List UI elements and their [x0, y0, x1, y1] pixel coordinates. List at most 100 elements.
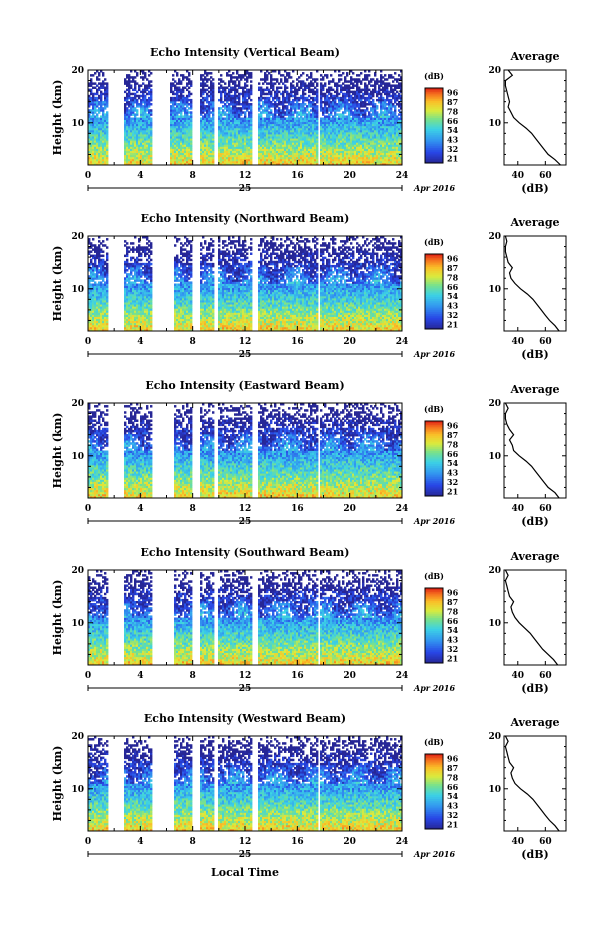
heatmap-cell [184, 119, 187, 123]
heatmap-cell [128, 119, 131, 123]
heatmap-cell [130, 80, 133, 83]
heatmap-cell [144, 136, 147, 139]
heatmap-cell [186, 84, 189, 87]
heatmap-cell [146, 140, 149, 143]
heatmap-cell [178, 138, 181, 141]
heatmap-cell [132, 100, 135, 104]
heatmap-cell [100, 100, 103, 104]
heatmap-cell [98, 148, 101, 151]
heatmap-cell [96, 156, 99, 160]
heatmap-cell [232, 72, 235, 75]
heatmap-cell [130, 109, 133, 112]
heatmap-cell [172, 152, 175, 156]
heatmap-cell [98, 72, 101, 75]
heatmap-cell [128, 78, 131, 81]
heatmap-cell [88, 113, 91, 116]
heatmap-cell [174, 103, 177, 106]
heatmap-cell [104, 142, 107, 145]
heatmap-cell [142, 127, 145, 131]
heatmap-cell [170, 138, 173, 141]
heatmap-cell [132, 154, 135, 158]
heatmap-cell [130, 105, 133, 108]
heatmap-cell [136, 121, 139, 125]
heatmap-cell [124, 127, 127, 131]
heatmap-cell [148, 146, 151, 149]
heatmap-cell [140, 152, 143, 156]
heatmap-cell [176, 127, 179, 131]
heatmap-cell [144, 144, 147, 147]
heatmap-cell [88, 119, 91, 123]
heatmap-cell [184, 111, 187, 114]
heatmap-cell [170, 119, 173, 123]
heatmap-cell [132, 103, 135, 106]
heatmap-cell [170, 113, 173, 116]
heatmap-cell [100, 119, 103, 123]
heatmap-cell [144, 160, 147, 164]
heatmap-cell [150, 154, 153, 158]
heatmap-cell [140, 117, 143, 120]
heatmap-cell [132, 152, 135, 156]
heatmap-cell [178, 90, 181, 94]
heatmap-cell [148, 98, 151, 102]
heatmap-cell [132, 113, 135, 116]
heatmap-cell [140, 111, 143, 114]
heatmap-cell [182, 144, 185, 147]
heatmap-cell [148, 105, 151, 108]
heatmap-cell [138, 117, 141, 120]
heatmap-cell [94, 117, 97, 120]
heatmap-cell [124, 121, 127, 125]
heatmap-cell [394, 72, 397, 75]
heatmap-cell [184, 138, 187, 141]
y-axis-label: Height (km) [51, 80, 64, 156]
heatmap-cell [174, 131, 177, 135]
heatmap-cell [180, 119, 183, 123]
heatmap-cell [88, 94, 91, 98]
heatmap-cell [184, 142, 187, 145]
heatmap-cell [148, 115, 151, 118]
heatmap-cell [182, 88, 185, 92]
heatmap-cell [148, 152, 151, 156]
heatmap-cell [144, 152, 147, 156]
heatmap-cell [96, 103, 99, 106]
heatmap-cell [174, 113, 177, 116]
heatmap-cell [104, 154, 107, 158]
heatmap-cell [126, 123, 129, 127]
heatmap-cell [126, 76, 129, 79]
heatmap-cell [94, 105, 97, 108]
heatmap-cell [146, 162, 149, 166]
heatmap-cell [96, 113, 99, 116]
heatmap-cell [136, 150, 139, 154]
heatmap-cell [276, 78, 279, 81]
heatmap-cell [140, 84, 143, 87]
heatmap-cell [96, 121, 99, 125]
heatmap-cell [104, 94, 107, 98]
heatmap-cell [134, 152, 137, 156]
heatmap-cell [126, 142, 129, 145]
heatmap-cell [100, 96, 103, 100]
heatmap-cell [132, 78, 135, 81]
heatmap-cell [144, 86, 147, 89]
heatmap-cell [182, 162, 185, 166]
heatmap-cell [150, 134, 153, 137]
heatmap-cell [184, 98, 187, 102]
heatmap-cell [172, 140, 175, 143]
heatmap-cell [178, 140, 181, 143]
heatmap-cell [144, 115, 147, 118]
heatmap-cell [92, 103, 95, 106]
heatmap-cell [104, 150, 107, 154]
heatmap-cell [106, 152, 109, 156]
heatmap-cell [106, 156, 109, 160]
heatmap-cell [142, 111, 145, 114]
heatmap-cell [96, 140, 99, 143]
heatmap-cell [376, 105, 379, 108]
heatmap-cell [184, 100, 187, 104]
heatmap-cell [142, 162, 145, 166]
heatmap-cell [132, 80, 135, 83]
heatmap-cell [180, 82, 183, 85]
heatmap-cell [170, 131, 173, 135]
heatmap-cell [170, 129, 173, 133]
heatmap-cell [178, 105, 181, 108]
heatmap-cell [136, 138, 139, 141]
heatmap-cell [144, 138, 147, 141]
heatmap-cell [148, 131, 151, 135]
